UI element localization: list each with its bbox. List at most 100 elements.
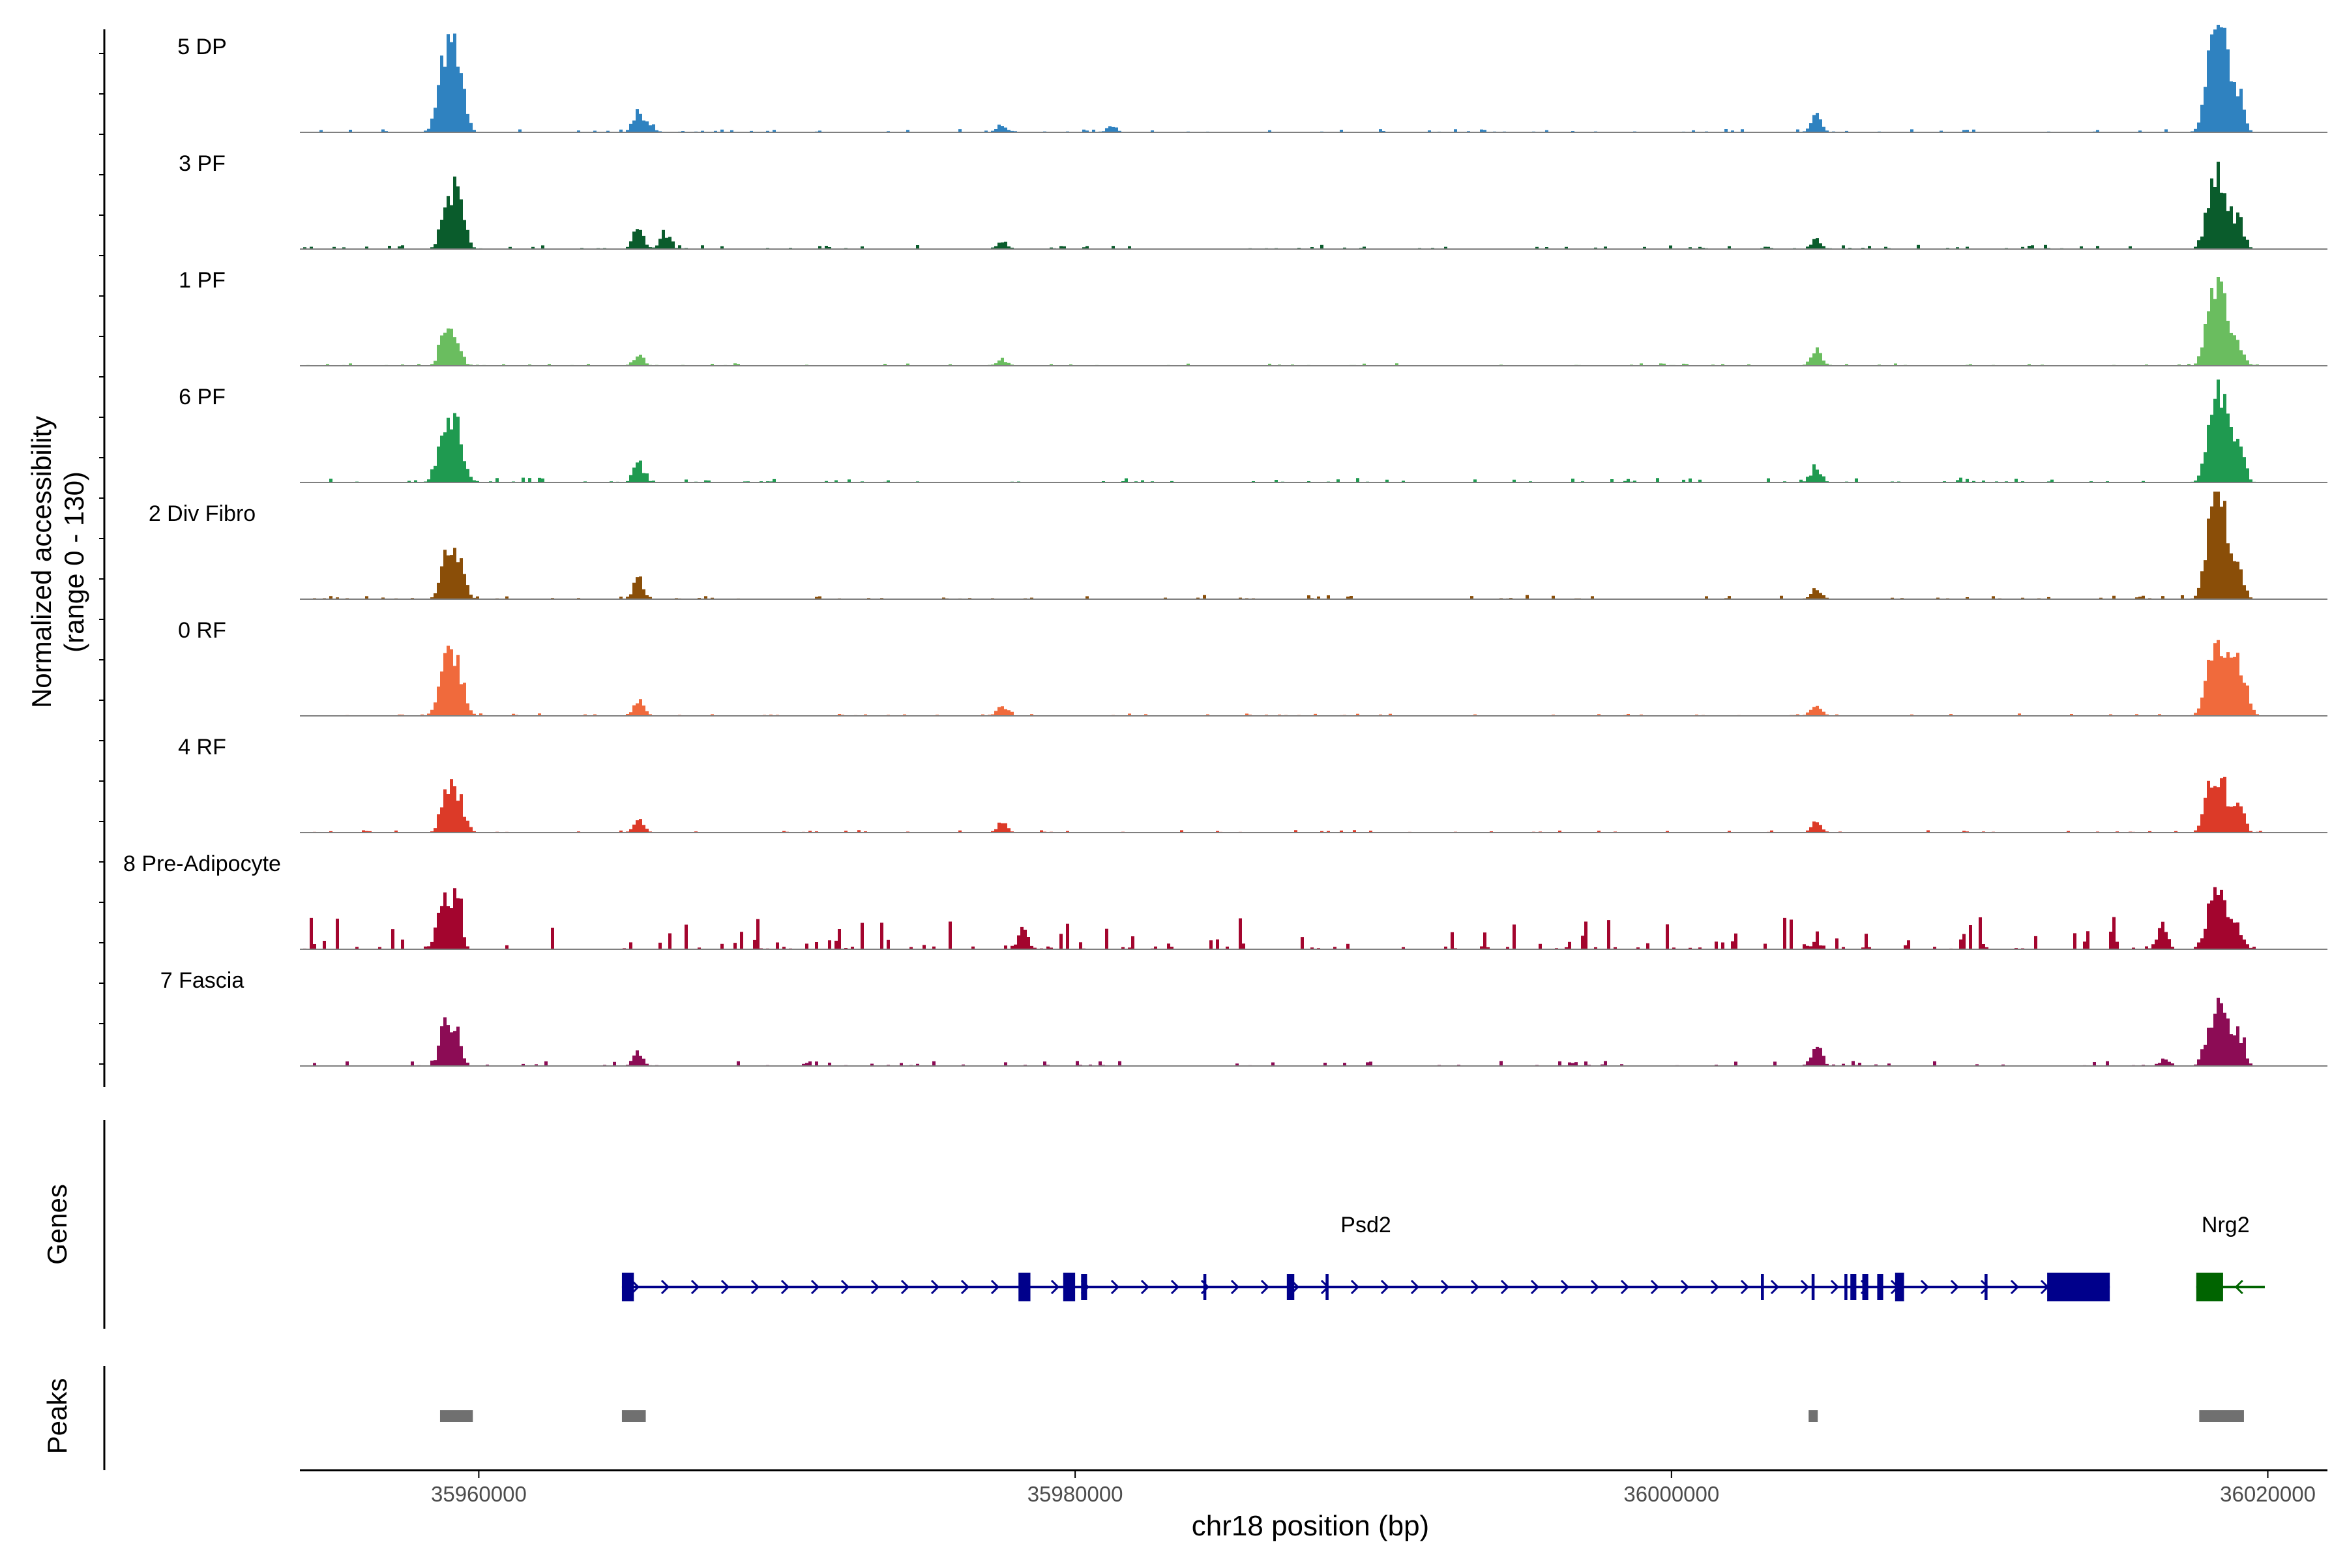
- track-label: 6 PF: [179, 385, 226, 409]
- gene-strand-chevron: [1590, 1279, 1600, 1295]
- track-1: 3 PF: [179, 151, 2327, 250]
- x-tick-label: 35980000: [1027, 1482, 1123, 1506]
- gene-strand-chevron: [720, 1279, 730, 1295]
- gene-strand-chevron: [1710, 1279, 1720, 1295]
- track-label: 5 DP: [177, 35, 227, 59]
- gene-strand-chevron: [1560, 1279, 1570, 1295]
- gene-strand-chevron: [2010, 1279, 2020, 1295]
- coverage-tracks: 5 DP 3 PF 1 PF 6 PF 2 Div Fibro 0 RF 4 RF 8 Pre…: [123, 25, 2327, 1067]
- gene-exon: [1203, 1274, 1207, 1300]
- track-3: 6 PF: [179, 379, 2327, 483]
- track-label: 1 PF: [179, 268, 226, 293]
- track-2: 1 PF: [179, 268, 2327, 366]
- gene-strand-chevron: [2234, 1279, 2243, 1295]
- gene-label: Psd2: [1340, 1213, 1391, 1237]
- track-label: 3 PF: [179, 151, 226, 176]
- track-coverage-area: [300, 887, 2262, 949]
- track-coverage-area: [300, 162, 2262, 249]
- gene-exon: [1844, 1274, 1848, 1300]
- gene-strand-chevron: [900, 1279, 910, 1295]
- track-4: 2 Div Fibro: [149, 492, 2327, 600]
- x-tick-label: 36000000: [1623, 1482, 1719, 1506]
- gene-strand-chevron: [1410, 1279, 1420, 1295]
- gene-strand-chevron: [1920, 1279, 1930, 1295]
- track-5: 0 RF: [178, 618, 2327, 717]
- gene-strand-chevron: [1740, 1279, 1750, 1295]
- x-axis-title: chr18 position (bp): [1192, 1510, 1429, 1542]
- gene-exon: [1811, 1274, 1815, 1300]
- gene-exon: [1761, 1274, 1764, 1300]
- gene-exon: [1018, 1273, 1031, 1301]
- track-8: 7 Fascia: [160, 968, 2327, 1067]
- gene-strand-chevron: [1350, 1279, 1360, 1295]
- gene-strand-chevron: [690, 1279, 700, 1295]
- gene-exon: [1877, 1274, 1883, 1300]
- gene-exon: [1081, 1274, 1087, 1300]
- genes-panel-label: Genes: [42, 1184, 72, 1265]
- gene-strand-chevron: [1650, 1279, 1660, 1295]
- track-7: 8 Pre-Adipocyte: [123, 851, 2327, 950]
- gene-exon: [1862, 1274, 1868, 1300]
- gene-strand-chevron: [960, 1279, 970, 1295]
- peak-region: [621, 1410, 646, 1422]
- peaks-panel-label: Peaks: [42, 1378, 72, 1455]
- peak-region: [2199, 1410, 2244, 1422]
- gene-strand-chevron: [1260, 1279, 1270, 1295]
- gene-strand-chevron: [840, 1279, 850, 1295]
- gene-strand-chevron: [930, 1279, 940, 1295]
- y-axis-title-line1: Normalized accessibility: [26, 416, 57, 708]
- track-coverage-area: [300, 25, 2262, 132]
- gene-strand-chevron: [1440, 1279, 1450, 1295]
- track-6: 4 RF: [178, 735, 2327, 833]
- gene-exon: [1895, 1273, 1904, 1301]
- gene-strand-chevron: [1980, 1279, 1990, 1295]
- track-label: 4 RF: [178, 735, 226, 760]
- gene-exon: [2047, 1273, 2110, 1301]
- track-coverage-area: [300, 379, 2262, 482]
- gene-psd2: Psd2: [621, 1213, 2110, 1301]
- gene-strand-chevron: [1530, 1279, 1540, 1295]
- gene-strand-chevron: [1680, 1279, 1690, 1295]
- gene-strand-chevron: [1800, 1279, 1810, 1295]
- gene-strand-chevron: [1830, 1279, 1840, 1295]
- peaks-panel: [103, 1366, 2244, 1470]
- gene-exon: [621, 1273, 634, 1301]
- x-tick-label: 36020000: [2220, 1482, 2316, 1506]
- track-label: 8 Pre-Adipocyte: [123, 851, 281, 876]
- track-label: 0 RF: [178, 618, 226, 643]
- track-label: 7 Fascia: [160, 968, 244, 993]
- gene-strand-chevron: [750, 1279, 760, 1295]
- gene-strand-chevron: [630, 1279, 640, 1295]
- gene-strand-chevron: [1230, 1279, 1240, 1295]
- gene-exon: [1286, 1274, 1295, 1300]
- track-coverage-area: [300, 492, 2262, 599]
- y-axis-title-line2: (range 0 - 130): [59, 471, 89, 653]
- track-label: 2 Div Fibro: [149, 501, 256, 526]
- gene-strand-chevron: [660, 1279, 670, 1295]
- gene-exon: [1063, 1273, 1076, 1301]
- gene-strand-chevron: [1110, 1279, 1120, 1295]
- track-0: 5 DP: [177, 25, 2327, 133]
- gene-nrg2: Nrg2: [2196, 1213, 2265, 1301]
- track-coverage-area: [300, 640, 2262, 716]
- peak-region: [439, 1410, 473, 1422]
- gene-label: Nrg2: [2202, 1213, 2250, 1237]
- gene-strand-chevron: [1770, 1279, 1780, 1295]
- gene-strand-chevron: [1380, 1279, 1390, 1295]
- gene-strand-chevron: [1170, 1279, 1180, 1295]
- gene-exon: [1850, 1274, 1857, 1300]
- gene-exon: [1985, 1274, 1988, 1300]
- gene-strand-chevron: [780, 1279, 790, 1295]
- track-coverage-area: [300, 998, 2262, 1066]
- x-tick-label: 35960000: [431, 1482, 527, 1506]
- gene-strand-chevron: [1140, 1279, 1150, 1295]
- genes-panel: Psd2 Nrg2: [103, 1120, 2265, 1329]
- gene-strand-chevron: [810, 1279, 820, 1295]
- coverage-left-axis: [99, 29, 106, 1087]
- gene-strand-chevron: [1620, 1279, 1630, 1295]
- gene-strand-chevron: [870, 1279, 880, 1295]
- peak-region: [1808, 1410, 1818, 1422]
- gene-strand-chevron: [1470, 1279, 1480, 1295]
